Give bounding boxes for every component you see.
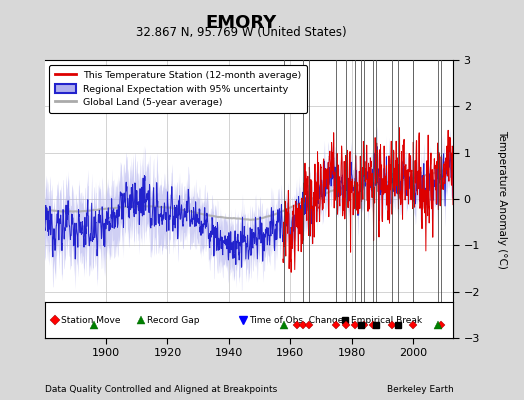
Text: 32.867 N, 95.769 W (United States): 32.867 N, 95.769 W (United States) [136,26,346,39]
Text: Data Quality Controlled and Aligned at Breakpoints: Data Quality Controlled and Aligned at B… [45,386,277,394]
Text: EMORY: EMORY [205,14,277,32]
Text: Berkeley Earth: Berkeley Earth [387,386,453,394]
Y-axis label: Temperature Anomaly (°C): Temperature Anomaly (°C) [497,130,507,268]
Legend: This Temperature Station (12-month average), Regional Expectation with 95% uncer: This Temperature Station (12-month avera… [49,65,307,113]
